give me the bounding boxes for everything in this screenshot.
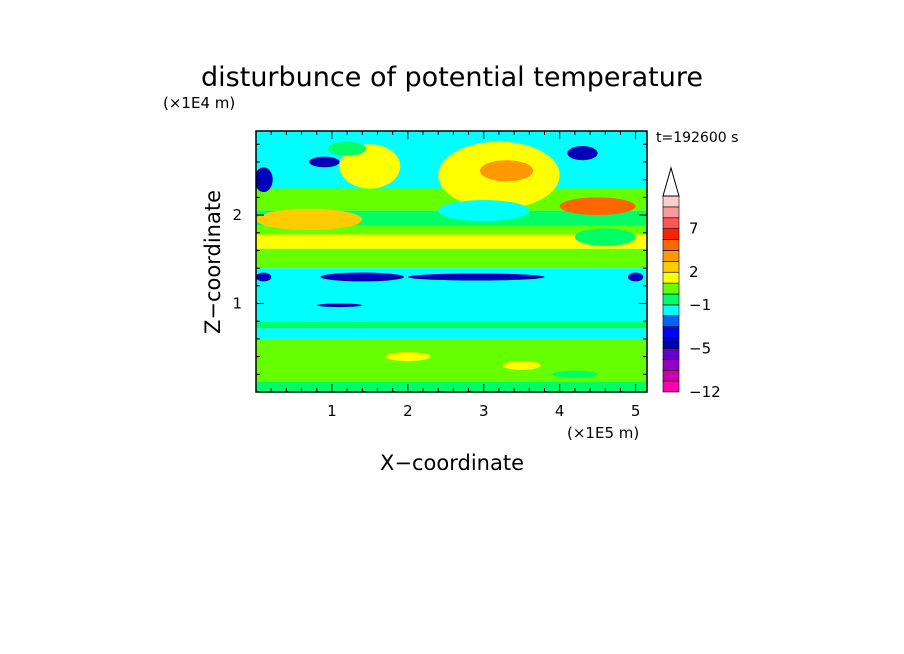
- field-band-0: [256, 381, 647, 392]
- colorbar-label: −12: [689, 383, 721, 401]
- colorbar-swatch: [662, 271, 680, 284]
- field-band-2: [256, 328, 647, 339]
- axis-ticks: 1 2 3 4 5 1 2: [232, 131, 647, 420]
- field-feature-16: [385, 352, 431, 362]
- field-feature-15: [316, 303, 363, 308]
- field-band-6: [256, 234, 647, 249]
- y-tick-label: 2: [232, 206, 242, 224]
- colorbar-label: −5: [689, 339, 711, 357]
- colorbar-swatch: [662, 359, 680, 371]
- colorbar-swatch: [662, 195, 680, 208]
- field-feature-11: [320, 272, 405, 282]
- field-feature-5: [438, 200, 530, 222]
- x-tick-label: 5: [631, 402, 641, 420]
- x-tick-label: 2: [403, 402, 413, 420]
- x-tick-label: 1: [327, 402, 337, 420]
- colorbar-swatch: [662, 282, 680, 295]
- colorbar-swatch: [662, 228, 680, 240]
- colorbar-swatch: [662, 239, 680, 251]
- field-feature-2: [328, 141, 367, 156]
- colorbar-extend-arrow: [662, 166, 680, 197]
- field-feature-6: [559, 197, 636, 216]
- colorbar-swatch: [662, 261, 680, 273]
- colorbar-swatch: [662, 369, 680, 382]
- field-feature-17: [502, 361, 541, 370]
- colorbar-swatch: [662, 337, 680, 349]
- time-label: t=192600 s: [656, 130, 738, 146]
- field-feature-13: [256, 272, 272, 282]
- chart-title: disturbunce of potential temperature: [201, 62, 703, 93]
- x-unit-label: (×1E5 m): [567, 424, 639, 442]
- field-feature-7: [574, 228, 636, 247]
- colorbar-swatch: [662, 304, 680, 317]
- y-unit-label: (×1E4 m): [163, 94, 235, 112]
- field-band-3: [256, 321, 647, 329]
- colorbar-swatch: [662, 380, 680, 393]
- field-feature-12: [407, 273, 545, 281]
- colorbar-swatch: [662, 206, 680, 219]
- x-tick-label: 3: [479, 402, 489, 420]
- field-feature-14: [628, 272, 644, 282]
- field-feature-10: [256, 167, 273, 193]
- colorbar-label: 7: [689, 220, 699, 238]
- contour-field: [256, 131, 647, 392]
- colorbar-swatch: [662, 293, 680, 306]
- field-band-7: [256, 225, 647, 235]
- plot-frame: [255, 130, 648, 393]
- field-feature-4: [479, 160, 534, 182]
- colorbar-swatch: [662, 348, 680, 360]
- colorbar-label: 2: [689, 263, 699, 281]
- colorbar-swatch: [662, 217, 680, 229]
- colorbar-swatch: [662, 315, 680, 327]
- field-band-5: [256, 248, 647, 269]
- colorbar-swatch: [662, 250, 680, 262]
- plot-area: 1 2 3 4 5 1 2: [232, 130, 648, 420]
- field-feature-9: [309, 156, 340, 168]
- x-axis-title: X−coordinate: [380, 451, 524, 475]
- colorbar: 7 2 −1 −5 −12: [662, 166, 721, 401]
- x-tick-label: 4: [555, 402, 565, 420]
- y-axis-title: Z−coordinate: [201, 190, 225, 334]
- colorbar-swatch: [662, 326, 680, 338]
- field-feature-18: [552, 370, 598, 378]
- colorbar-label: −1: [689, 296, 711, 314]
- field-feature-8: [567, 146, 598, 161]
- field-feature-0: [256, 208, 363, 231]
- field-feature-1: [339, 144, 401, 189]
- y-tick-label: 1: [232, 295, 242, 313]
